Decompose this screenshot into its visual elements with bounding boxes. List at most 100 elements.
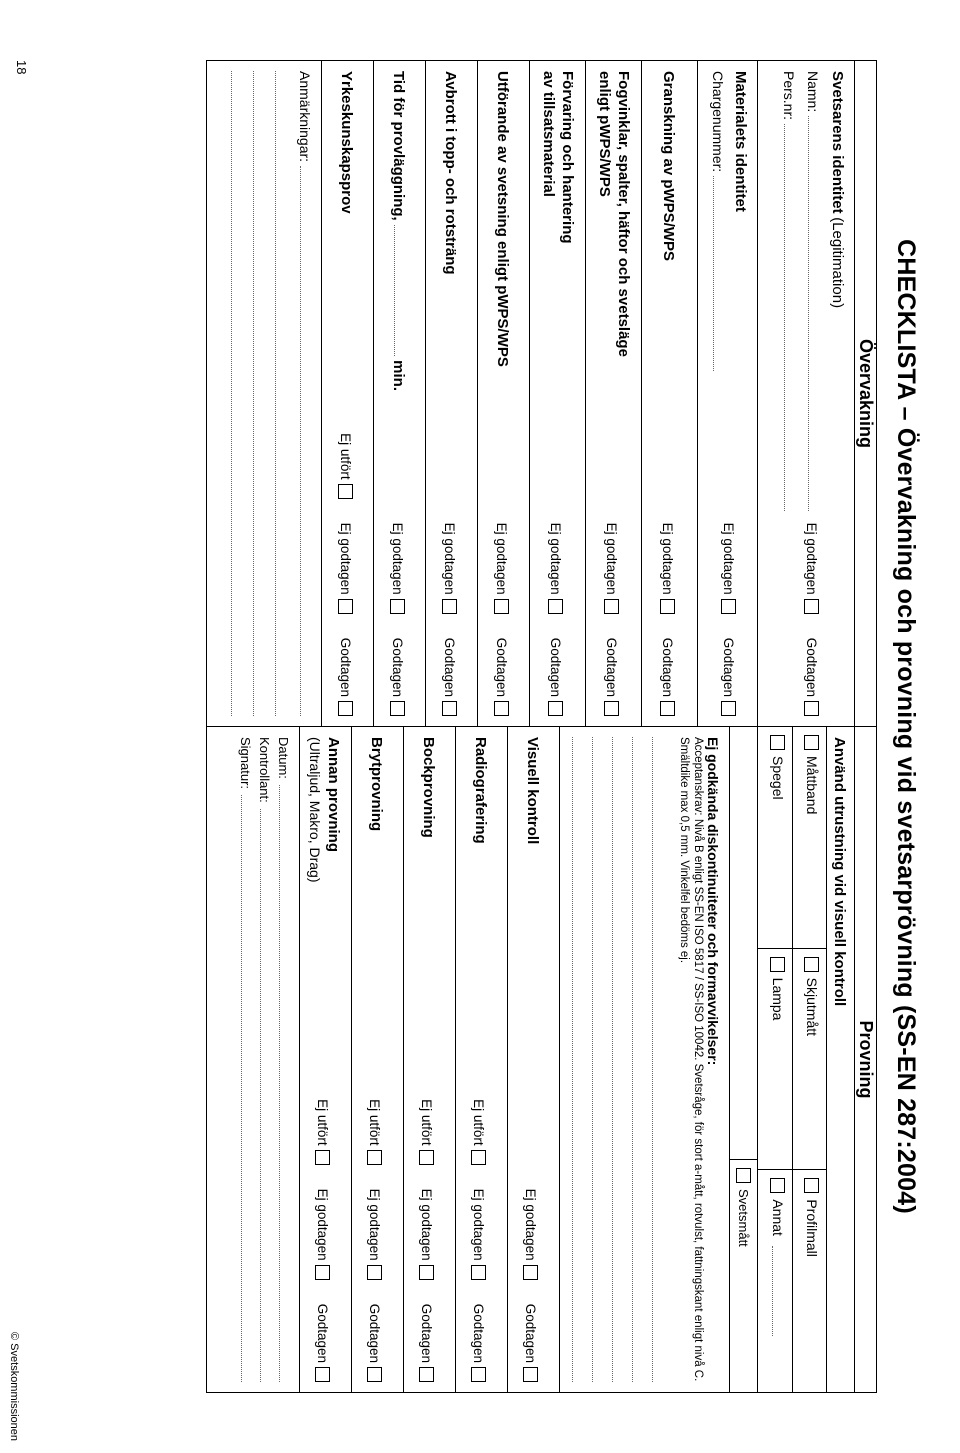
lampa-checkbox[interactable]	[770, 957, 785, 972]
annot-field-2[interactable]	[276, 71, 290, 716]
interrupt-label: Avbrott i topp- och rotsträng	[443, 71, 460, 275]
other-test-label: Annan provning	[324, 737, 343, 1087]
charge-field[interactable]	[714, 176, 726, 371]
svetsmatt-checkbox[interactable]	[737, 1168, 752, 1183]
storage-label-2: av tillsatsmaterial	[538, 71, 557, 511]
other-god-checkbox[interactable]	[315, 1367, 330, 1382]
date-field[interactable]	[279, 785, 290, 1382]
identity-sub: (Legitimation)	[829, 217, 846, 308]
time-god-checkbox[interactable]	[390, 701, 405, 716]
bryt-ejutfort-checkbox[interactable]	[367, 1150, 382, 1165]
visual-god-checkbox[interactable]	[523, 1367, 538, 1382]
interrupt-ejgod-checkbox[interactable]	[442, 599, 457, 614]
page-title: CHECKLISTA – Övervakning och provning vi…	[891, 60, 920, 1393]
mattband-checkbox[interactable]	[805, 735, 820, 750]
joint-god-checkbox[interactable]	[604, 701, 619, 716]
disc-title: Ej godkända diskontinuiteter och formavv…	[706, 737, 722, 1382]
material-title: Materialets identitet	[733, 71, 750, 511]
visual-label: Visuell kontroll	[524, 737, 541, 844]
kontrollant-field[interactable]	[260, 809, 271, 1382]
right-section-header: Provning	[855, 727, 877, 1393]
godtagen-label: Godtagen	[805, 638, 820, 697]
joint-label-2: enligt pWPS/WPS	[594, 71, 613, 511]
other-ejgod-checkbox[interactable]	[315, 1265, 330, 1280]
kontrollant-label: Kontrollant:	[257, 737, 272, 803]
bryt-ejgod-checkbox[interactable]	[367, 1265, 382, 1280]
other-ejutfort-checkbox[interactable]	[315, 1150, 330, 1165]
lampa-label: Lampa	[770, 978, 786, 1021]
bock-ejgod-checkbox[interactable]	[419, 1265, 434, 1280]
svetsmatt-label: Svetsmått	[737, 1189, 752, 1247]
disc-field-3[interactable]	[612, 737, 626, 1382]
mattband-label: Måttband	[804, 756, 820, 814]
radio-god-checkbox[interactable]	[471, 1367, 486, 1382]
disc-field-2[interactable]	[632, 737, 646, 1382]
ej-godtagen-label: Ej godtagen	[805, 523, 820, 595]
time-field[interactable]	[395, 225, 406, 356]
radio-ejutfort-checkbox[interactable]	[471, 1150, 486, 1165]
storage-god-checkbox[interactable]	[548, 701, 563, 716]
review-ejgod-checkbox[interactable]	[660, 599, 675, 614]
signatur-label: Signatur:	[238, 737, 253, 789]
annot-field-4[interactable]	[232, 71, 246, 716]
bock-god-checkbox[interactable]	[419, 1367, 434, 1382]
visual-ejgod-checkbox[interactable]	[523, 1265, 538, 1280]
review-label: Granskning av pWPS/WPS	[661, 71, 678, 261]
execute-god-checkbox[interactable]	[494, 701, 509, 716]
disc-note: Acceptanskrav: Nivå B enligt SS-EN ISO 5…	[676, 737, 706, 1382]
joint-label-1: Fogvinklar, spalter, häftor och svetsläg…	[613, 71, 632, 511]
annot-field-1[interactable]	[301, 166, 313, 716]
interrupt-god-checkbox[interactable]	[442, 701, 457, 716]
skjutmatt-checkbox[interactable]	[805, 957, 820, 972]
spegel-label: Spegel	[770, 756, 786, 800]
page-number: 18	[14, 60, 29, 74]
annat-field[interactable]	[772, 1246, 784, 1336]
identity-god-checkbox[interactable]	[805, 701, 820, 716]
persnr-field[interactable]	[784, 124, 796, 511]
persnr-label: Pers.nr:	[781, 71, 797, 120]
profilmall-label: Profilmall	[804, 1199, 820, 1257]
profilmall-checkbox[interactable]	[805, 1178, 820, 1193]
other-test-sub: (Ultraljud, Makro, Drag)	[306, 737, 324, 1087]
review-god-checkbox[interactable]	[660, 701, 675, 716]
bryt-god-checkbox[interactable]	[367, 1367, 382, 1382]
joint-ejgod-checkbox[interactable]	[604, 599, 619, 614]
time-label-prefix: Tid för provläggning,	[391, 71, 408, 221]
disc-field-5[interactable]	[572, 737, 586, 1382]
radio-ejgod-checkbox[interactable]	[471, 1265, 486, 1280]
spegel-checkbox[interactable]	[770, 735, 785, 750]
disc-field-4[interactable]	[592, 737, 606, 1382]
bock-ejutfort-checkbox[interactable]	[419, 1150, 434, 1165]
charge-label: Chargenummer:	[711, 71, 727, 172]
execute-ejgod-checkbox[interactable]	[494, 599, 509, 614]
skill-god-checkbox[interactable]	[338, 701, 353, 716]
signatur-field[interactable]	[241, 795, 252, 1382]
name-label: Namn:	[805, 71, 821, 112]
storage-label-1: Förvaring och hantering	[557, 71, 576, 511]
annat-label: Annat	[770, 1199, 786, 1236]
material-god-checkbox[interactable]	[721, 701, 736, 716]
bock-label: Bockprovning	[420, 737, 437, 838]
material-ejgod-checkbox[interactable]	[721, 599, 736, 614]
copyright: © Svetskommissionen	[8, 1332, 20, 1441]
equip-title: Använd utrustning vid visuell kontroll	[831, 737, 848, 1006]
annot-field-3[interactable]	[254, 71, 268, 716]
skjutmatt-label: Skjutmått	[804, 978, 820, 1036]
skill-ejutfort-checkbox[interactable]	[338, 484, 353, 499]
date-label: Datum:	[276, 737, 291, 779]
time-ejgod-checkbox[interactable]	[390, 599, 405, 614]
identity-ejgod-checkbox[interactable]	[805, 599, 820, 614]
bryt-label: Brytprovning	[368, 737, 385, 831]
name-field[interactable]	[808, 116, 820, 510]
storage-ejgod-checkbox[interactable]	[548, 599, 563, 614]
checklist-table: Övervakning Provning	[206, 60, 877, 1393]
annot-label: Anmärkningar:	[298, 71, 314, 162]
disc-field-1[interactable]	[652, 737, 666, 1382]
skill-ejgod-checkbox[interactable]	[338, 599, 353, 614]
left-section-header: Övervakning	[855, 61, 877, 727]
skill-label: Yrkeskunskapsprov	[339, 71, 356, 214]
time-label-suffix: min.	[391, 360, 408, 391]
identity-title: Svetsarens identitet	[829, 71, 846, 214]
annat-checkbox[interactable]	[770, 1178, 785, 1193]
radio-label: Radiografering	[472, 737, 489, 844]
